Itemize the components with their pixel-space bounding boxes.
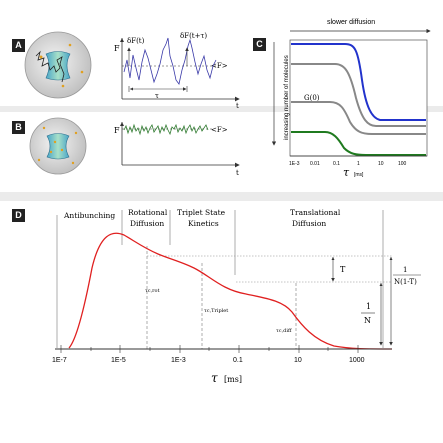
d-1n1t-denom: N(1-T) (394, 278, 417, 286)
d-tick-label: 1E-3 (171, 357, 186, 364)
molecule-dot (60, 148, 64, 152)
d-region-kinetics: Kinetics (188, 219, 219, 228)
molecule-dot (80, 70, 84, 74)
d-region-rotational-diffusion: Diffusion (130, 219, 164, 228)
fluorescence-trace-b (123, 123, 209, 136)
d-tick-label: 1E-5 (111, 357, 126, 364)
molecule-dot (53, 140, 57, 144)
molecule-dot (61, 84, 65, 88)
d-unit: [ms] (224, 375, 242, 384)
c-tick-label: 1 (357, 161, 360, 167)
d-tau-triplet: τc,Triplet (204, 308, 228, 314)
panel-d-label: D (12, 209, 25, 222)
d-tick-label: 1000 (349, 357, 365, 364)
d-tick-label: 0.1 (233, 357, 243, 364)
c-curve-gray-1 (291, 63, 426, 127)
a-delta-f-t: δF(t) (127, 37, 145, 45)
d-region-triplet: Triplet State (177, 208, 226, 217)
panel-b: F t <F> (29, 117, 240, 177)
panel-a: F t <F> δF(t) δF(t+τ) τ (24, 31, 240, 110)
separator-top (0, 106, 443, 112)
b-t-label: t (236, 169, 239, 177)
panel-d: Antibunching Rotational Diffusion Triple… (52, 208, 421, 385)
a-y-label: F (114, 44, 120, 53)
molecule-dot (42, 126, 46, 130)
d-tau-diff: τc,diff (276, 328, 292, 334)
a-tau-label: τ (155, 92, 159, 100)
c-curve-green (291, 131, 426, 156)
d-1n1t-numer: 1 (403, 266, 407, 274)
d-x-ticks (60, 345, 359, 353)
c-x-ticks: 1E-3 0.01 0.1 1 10 100 (289, 161, 407, 167)
panel-c: slower diffusion increasing number of mo… (271, 19, 431, 179)
c-tick-label: 100 (398, 161, 407, 167)
d-t-label: T (340, 265, 346, 274)
c-g0-label: G(0) (304, 94, 320, 102)
panel-c-label: C (253, 38, 266, 51)
a-t-label: t (236, 102, 239, 110)
b-mean-label: <F> (211, 126, 228, 134)
c-unit: [ms] (354, 172, 364, 178)
diffusion-trajectory (35, 50, 65, 83)
d-region-antibunching: Antibunching (63, 211, 115, 220)
d-tau-rot: τc,rot (145, 288, 160, 294)
b-y-label: F (114, 126, 120, 135)
slower-diffusion-label: slower diffusion (327, 19, 375, 26)
molecule-dot (37, 158, 41, 162)
c-tick-label: 0.01 (310, 161, 320, 167)
d-fcs-curve (68, 232, 393, 350)
c-curve-blue (291, 43, 426, 121)
a-mean-label: <F> (211, 62, 228, 70)
d-region-rotational: Rotational (128, 208, 168, 217)
a-delta-f-t-tau: δF(t+τ) (180, 32, 207, 40)
focal-volume-b (46, 133, 70, 160)
c-tau-symbol: τ (343, 166, 350, 179)
d-tick-labels: 1E-7 1E-5 1E-3 0.1 10 1000 (52, 357, 365, 364)
panel-a-label: A (12, 39, 25, 52)
molecule-dot (74, 131, 78, 135)
d-region-translational: Translational (290, 208, 341, 217)
molecule-dot (49, 150, 53, 154)
d-tau-symbol: τ (211, 371, 218, 385)
c-tick-label: 10 (378, 161, 384, 167)
increasing-molecules-label: increasing number of molecules (284, 55, 290, 140)
c-tick-label: 0.1 (333, 161, 340, 167)
molecule-dot (71, 161, 75, 165)
d-1n-numer: 1 (366, 302, 371, 311)
c-curve-gray-2 (291, 101, 426, 135)
d-tick-label: 10 (294, 357, 302, 364)
focal-volume-a (45, 51, 71, 81)
d-tick-label: 1E-7 (52, 357, 67, 364)
molecule-dot (68, 43, 72, 47)
d-region-translational-diffusion: Diffusion (292, 219, 326, 228)
c-tick-label: 1E-3 (289, 161, 300, 167)
d-1n-denom: N (364, 316, 371, 325)
fluorescence-trace-a (123, 37, 217, 85)
molecule-dot (39, 55, 43, 59)
panel-b-label: B (12, 121, 25, 134)
separator-middle (0, 192, 443, 201)
